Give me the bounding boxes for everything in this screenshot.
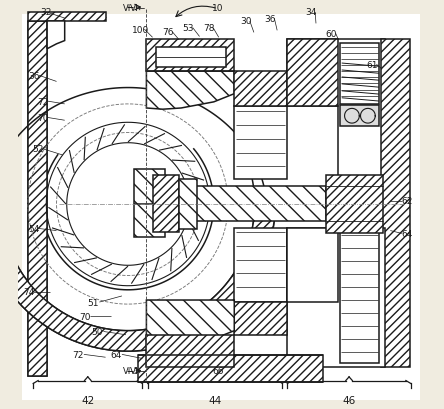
Text: 72: 72 (72, 350, 84, 359)
Polygon shape (381, 39, 410, 368)
Text: VI: VI (123, 366, 131, 375)
Polygon shape (341, 230, 379, 364)
Text: 30: 30 (240, 18, 251, 26)
Text: 66: 66 (212, 366, 224, 375)
Text: 72: 72 (37, 97, 49, 106)
Polygon shape (156, 47, 226, 68)
Text: 60: 60 (326, 29, 337, 38)
Text: 36: 36 (28, 72, 40, 81)
Polygon shape (287, 228, 385, 368)
Polygon shape (147, 335, 234, 368)
Polygon shape (287, 39, 385, 184)
Text: VI: VI (123, 4, 131, 13)
Text: 64: 64 (401, 229, 412, 238)
Polygon shape (147, 39, 234, 72)
Polygon shape (147, 300, 234, 343)
Polygon shape (326, 175, 384, 234)
Text: 46: 46 (342, 395, 356, 405)
Text: 32: 32 (40, 9, 52, 18)
Text: VI←: VI← (130, 4, 147, 13)
Text: 54: 54 (28, 225, 40, 234)
Text: 70: 70 (79, 312, 91, 321)
Polygon shape (138, 355, 323, 382)
Polygon shape (28, 13, 106, 22)
Polygon shape (163, 186, 326, 222)
Polygon shape (234, 72, 287, 107)
Text: 42: 42 (81, 395, 95, 405)
Polygon shape (47, 22, 65, 49)
Polygon shape (147, 72, 234, 110)
Text: 70: 70 (37, 114, 49, 123)
Text: 74: 74 (24, 288, 35, 297)
Polygon shape (153, 176, 179, 232)
Polygon shape (28, 23, 47, 376)
Text: 36: 36 (265, 15, 276, 24)
Polygon shape (0, 216, 274, 351)
Polygon shape (28, 22, 47, 376)
Text: 78: 78 (203, 24, 215, 33)
Text: 53: 53 (183, 24, 194, 33)
Polygon shape (234, 302, 287, 335)
Text: 64: 64 (110, 350, 122, 359)
Polygon shape (341, 43, 379, 105)
Polygon shape (179, 179, 198, 229)
Text: 44: 44 (208, 395, 222, 405)
Polygon shape (134, 170, 165, 237)
Text: 50: 50 (91, 327, 103, 336)
Polygon shape (287, 39, 338, 107)
Polygon shape (341, 106, 379, 127)
Text: VI←: VI← (130, 366, 147, 375)
Text: 100: 100 (132, 25, 149, 34)
Polygon shape (287, 228, 338, 302)
Text: 62: 62 (401, 197, 412, 206)
Text: 10: 10 (212, 4, 224, 13)
Polygon shape (234, 228, 287, 302)
Text: 76: 76 (163, 28, 174, 37)
Text: 61: 61 (367, 61, 378, 70)
Text: 51: 51 (87, 298, 99, 307)
Text: 52: 52 (32, 145, 44, 154)
Text: 34: 34 (305, 9, 317, 18)
Polygon shape (234, 107, 287, 180)
